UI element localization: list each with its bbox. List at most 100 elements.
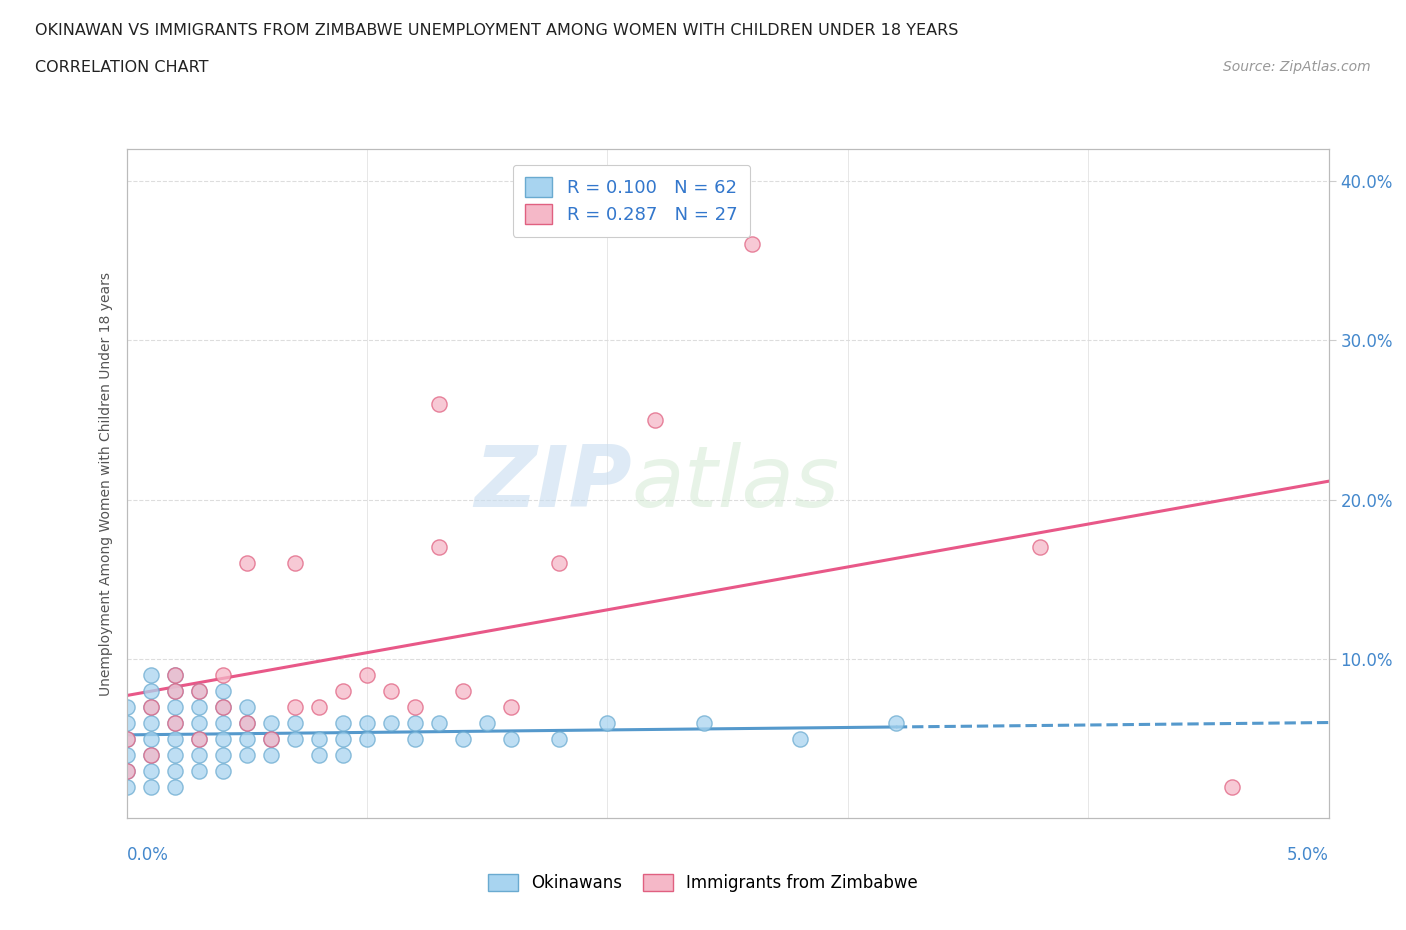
Point <box>187 731 209 746</box>
Point <box>235 556 259 571</box>
Point <box>163 684 186 698</box>
Point <box>211 699 233 714</box>
Point <box>308 699 330 714</box>
Point <box>187 715 209 730</box>
Point <box>211 747 233 762</box>
Point <box>332 715 354 730</box>
Point <box>139 764 162 778</box>
Point <box>211 699 233 714</box>
Point <box>380 715 402 730</box>
Point <box>475 715 498 730</box>
Text: Source: ZipAtlas.com: Source: ZipAtlas.com <box>1223 60 1371 74</box>
Point <box>235 747 259 762</box>
Point <box>884 715 907 730</box>
Point <box>284 699 307 714</box>
Point <box>1222 779 1244 794</box>
Point <box>211 764 233 778</box>
Point <box>115 747 138 762</box>
Point <box>211 684 233 698</box>
Point <box>501 699 523 714</box>
Point <box>260 731 283 746</box>
Point <box>115 764 138 778</box>
Point <box>139 684 162 698</box>
Point <box>139 668 162 683</box>
Point <box>548 556 571 571</box>
Point <box>332 747 354 762</box>
Point <box>163 764 186 778</box>
Point <box>427 540 450 555</box>
Point <box>404 699 426 714</box>
Point <box>139 747 162 762</box>
Point <box>211 668 233 683</box>
Point <box>404 731 426 746</box>
Point <box>308 731 330 746</box>
Point <box>115 779 138 794</box>
Point <box>235 699 259 714</box>
Point <box>644 412 666 427</box>
Point <box>115 715 138 730</box>
Point <box>139 715 162 730</box>
Point <box>427 396 450 411</box>
Point <box>451 731 474 746</box>
Point <box>741 237 763 252</box>
Text: 5.0%: 5.0% <box>1286 846 1329 864</box>
Point <box>163 668 186 683</box>
Point <box>139 779 162 794</box>
Point <box>115 764 138 778</box>
Point <box>163 715 186 730</box>
Y-axis label: Unemployment Among Women with Children Under 18 years: Unemployment Among Women with Children U… <box>100 272 114 696</box>
Point <box>139 747 162 762</box>
Point <box>260 747 283 762</box>
Point <box>163 699 186 714</box>
Point <box>115 731 138 746</box>
Point <box>235 715 259 730</box>
Point <box>404 715 426 730</box>
Point <box>284 556 307 571</box>
Point <box>284 731 307 746</box>
Point <box>501 731 523 746</box>
Point <box>789 731 811 746</box>
Text: 0.0%: 0.0% <box>127 846 169 864</box>
Point <box>235 715 259 730</box>
Point <box>163 715 186 730</box>
Point <box>692 715 714 730</box>
Point <box>187 699 209 714</box>
Point <box>139 699 162 714</box>
Point <box>1029 540 1052 555</box>
Point <box>427 715 450 730</box>
Point <box>451 684 474 698</box>
Point <box>596 715 619 730</box>
Point <box>187 684 209 698</box>
Point <box>260 731 283 746</box>
Point <box>187 764 209 778</box>
Text: atlas: atlas <box>631 442 839 525</box>
Point <box>308 747 330 762</box>
Point <box>211 731 233 746</box>
Point <box>115 731 138 746</box>
Legend: Okinawans, Immigrants from Zimbabwe: Okinawans, Immigrants from Zimbabwe <box>482 867 924 898</box>
Text: ZIP: ZIP <box>474 442 631 525</box>
Text: OKINAWAN VS IMMIGRANTS FROM ZIMBABWE UNEMPLOYMENT AMONG WOMEN WITH CHILDREN UNDE: OKINAWAN VS IMMIGRANTS FROM ZIMBABWE UNE… <box>35 23 959 38</box>
Point <box>332 684 354 698</box>
Point <box>356 715 378 730</box>
Point <box>187 684 209 698</box>
Point <box>187 731 209 746</box>
Point <box>163 731 186 746</box>
Point <box>356 731 378 746</box>
Point <box>235 731 259 746</box>
Point <box>356 668 378 683</box>
Point <box>187 747 209 762</box>
Point <box>260 715 283 730</box>
Point <box>163 747 186 762</box>
Text: CORRELATION CHART: CORRELATION CHART <box>35 60 208 75</box>
Point <box>211 715 233 730</box>
Point <box>380 684 402 698</box>
Point <box>163 779 186 794</box>
Point <box>548 731 571 746</box>
Point <box>139 731 162 746</box>
Point <box>139 699 162 714</box>
Point <box>163 684 186 698</box>
Point <box>284 715 307 730</box>
Legend: R = 0.100   N = 62, R = 0.287   N = 27: R = 0.100 N = 62, R = 0.287 N = 27 <box>513 165 751 237</box>
Point <box>163 668 186 683</box>
